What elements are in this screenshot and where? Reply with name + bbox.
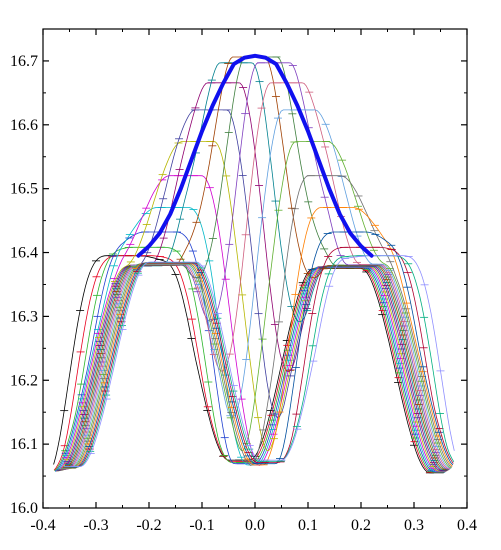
family-curve (62, 207, 453, 469)
envelope-series (136, 53, 374, 258)
y-tick-label: 16.0 (10, 500, 38, 517)
family-curve (56, 141, 447, 472)
y-tick-label: 16.2 (10, 372, 38, 389)
y-tick-label: 16.6 (10, 117, 38, 134)
envelope-line (136, 53, 374, 258)
x-axis: -0.4 -0.3 -0.2 -0.1 0.0 0.1 0.2 0.3 0.4 (30, 29, 477, 534)
x-tick-label: 0.3 (404, 517, 424, 534)
family-curve (61, 141, 452, 469)
y-tick-label: 16.3 (10, 308, 38, 325)
x-tick-label: -0.2 (136, 517, 161, 534)
x-tick-label: 0.4 (457, 517, 477, 534)
family-curve (54, 246, 445, 473)
x-tick-label: -0.1 (189, 517, 214, 534)
y-axis: 16.0 16.1 16.2 16.3 16.4 16.5 16.6 16.7 (10, 28, 467, 517)
family-curve (60, 109, 451, 469)
family-curve (57, 109, 448, 472)
y-tick-label: 16.5 (10, 181, 38, 198)
x-tick-label: 0.0 (245, 517, 265, 534)
y-tick-label: 16.7 (10, 53, 38, 70)
curve-family (53, 56, 455, 474)
family-curve (54, 231, 446, 473)
family-curve (60, 82, 451, 470)
y-tick-label: 16.1 (10, 436, 38, 453)
x-tick-label: -0.4 (30, 517, 55, 534)
y-tick-label: 16.4 (10, 245, 38, 262)
family-curve (58, 62, 449, 471)
x-tick-label: -0.3 (83, 517, 108, 534)
family-curve (59, 62, 450, 470)
x-tick-label: 0.1 (298, 517, 318, 534)
family-curve (57, 82, 448, 471)
family-curve (63, 246, 454, 468)
family-curve (62, 231, 454, 468)
x-tick-label: 0.2 (351, 517, 371, 534)
family-curve (61, 175, 453, 469)
